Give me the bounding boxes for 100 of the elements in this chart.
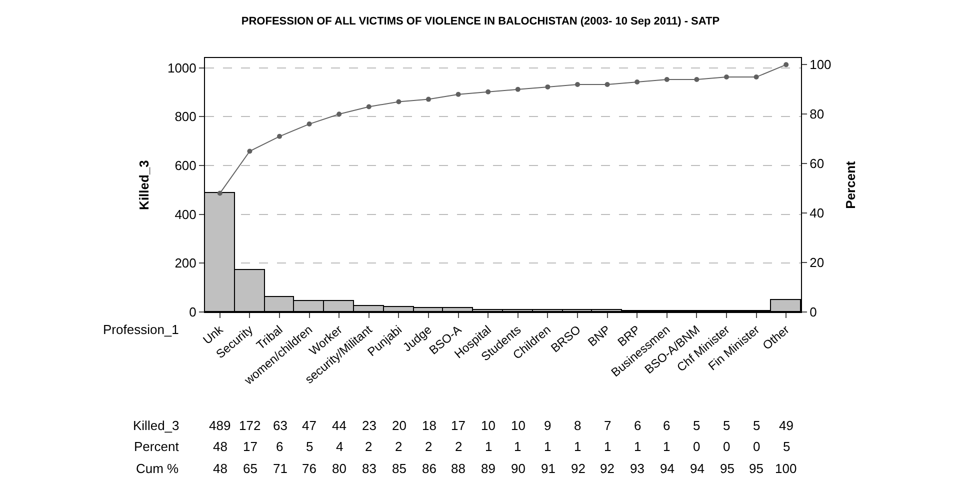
point	[515, 86, 520, 92]
y2-tick-label: 100	[810, 57, 832, 72]
data-label: 80	[332, 461, 346, 476]
data-label: 5	[753, 418, 760, 433]
x-tick-label: BNP	[585, 322, 614, 350]
text: 2	[395, 439, 402, 454]
data-label: 88	[451, 461, 466, 476]
text: 0	[693, 439, 700, 454]
y2-tick-label: 60	[810, 156, 824, 172]
text: 5	[306, 439, 314, 454]
point	[575, 82, 580, 87]
data-label: 172	[239, 418, 261, 433]
text: 1	[544, 439, 552, 454]
data-label: 489	[209, 418, 231, 433]
text: 1	[663, 439, 670, 454]
data-label: 9	[544, 418, 552, 433]
data-label: 47	[302, 418, 316, 433]
data-label: 20	[392, 418, 406, 433]
text: 1	[485, 439, 492, 454]
point	[664, 77, 670, 82]
data-label: 8	[574, 418, 582, 433]
text: 0	[723, 439, 730, 454]
point	[694, 77, 700, 82]
chart-title: PROFESSION OF ALL VICTIMS OF VIOLENCE IN BALOCHISTAN (2003- 10 Sep 2011) - SATP	[241, 16, 720, 28]
data-label: 65	[243, 461, 258, 476]
point	[336, 112, 342, 117]
data-label: 93	[630, 461, 644, 476]
point	[724, 74, 729, 80]
point	[247, 148, 252, 154]
text: 2	[455, 439, 462, 454]
point	[754, 74, 759, 80]
y-tick-label: 200	[174, 256, 196, 271]
point	[366, 104, 372, 110]
text: 5	[783, 439, 790, 454]
data-label: 5	[723, 418, 730, 433]
y2-tick-label: 20	[810, 255, 824, 270]
point	[426, 96, 431, 102]
y2-tick-label: 80	[810, 106, 824, 122]
point	[634, 79, 640, 84]
text: 1	[604, 439, 612, 454]
data-label: 89	[481, 461, 496, 476]
text: 17	[243, 439, 258, 454]
point	[545, 84, 550, 90]
point	[784, 62, 789, 68]
point	[277, 134, 282, 139]
data-label: 44	[332, 418, 346, 433]
text: 2	[425, 439, 432, 454]
text: 0	[753, 439, 760, 454]
text: 48	[213, 439, 228, 454]
text: 2	[365, 439, 372, 454]
data-label: 7	[604, 418, 612, 433]
y-tick-label: 0	[189, 304, 196, 320]
data-label: 5	[693, 418, 700, 433]
data-label: 71	[273, 461, 288, 476]
data-label: 18	[422, 418, 436, 433]
y2-tick-label: 40	[810, 206, 824, 221]
data-label: 76	[302, 461, 316, 476]
y2-tick-label: 0	[810, 304, 817, 320]
data-label: 94	[660, 461, 674, 476]
data-label: 17	[451, 418, 466, 433]
data-label: 10	[511, 418, 526, 433]
text: 1	[574, 439, 582, 454]
y-axis-title: Killed_3	[136, 160, 152, 210]
y-tick-label: 800	[174, 109, 196, 124]
point	[604, 82, 610, 87]
data-label: 92	[571, 461, 586, 476]
point	[486, 89, 491, 94]
data-label: 63	[273, 418, 288, 433]
data-label: 48	[213, 461, 228, 476]
text: 4	[336, 439, 344, 454]
data-label: 94	[690, 461, 704, 476]
data-label: 85	[392, 461, 406, 476]
point	[306, 122, 312, 127]
data-label: 90	[511, 461, 526, 476]
y-tick-label: 1000	[167, 60, 196, 76]
text: 1	[634, 439, 642, 454]
data-label: 83	[362, 461, 376, 476]
data-label: 49	[779, 418, 794, 433]
text: 6	[276, 439, 284, 454]
data-label: 95	[720, 461, 734, 476]
text: 1	[514, 439, 522, 454]
text: Percent	[134, 439, 180, 454]
data-label: 91	[541, 461, 556, 476]
y2-axis-title: Percent	[842, 160, 858, 209]
y-tick-label: 600	[174, 158, 196, 174]
data-label: 10	[481, 418, 496, 433]
x-axis-title: Profession_1	[103, 322, 179, 337]
point	[217, 190, 222, 196]
data-label: 6	[663, 418, 670, 433]
data-label: 92	[600, 461, 614, 476]
data-label: 86	[422, 461, 436, 476]
point	[396, 99, 402, 104]
text: Cum %	[136, 461, 180, 476]
text: Killed_3	[133, 418, 180, 433]
data-label: 23	[362, 418, 376, 433]
data-label: 95	[749, 461, 764, 476]
point	[456, 92, 461, 97]
y-tick-label: 400	[174, 206, 196, 222]
data-label: 6	[634, 418, 642, 433]
data-label: 100	[775, 461, 797, 476]
